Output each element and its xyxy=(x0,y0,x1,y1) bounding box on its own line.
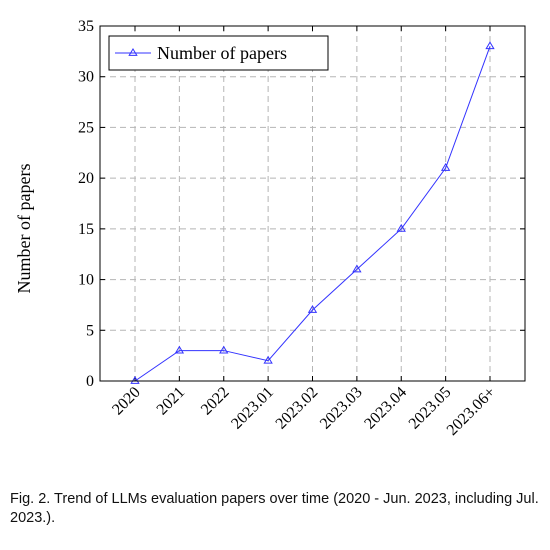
x-tick-label: 2023.04 xyxy=(361,384,410,433)
y-axis-ticks: 0 5 10 15 20 25 30 35 xyxy=(78,18,525,390)
y-tick-label: 5 xyxy=(86,322,94,339)
x-tick-label: 2020 xyxy=(109,384,144,419)
data-point-marker xyxy=(174,345,185,354)
data-point-marker xyxy=(352,264,362,273)
series-line xyxy=(134,46,491,382)
y-axis-title: Number of papers xyxy=(14,164,34,294)
data-point-marker xyxy=(219,345,229,354)
data-point-marker xyxy=(263,355,273,364)
x-tick-label: 2022 xyxy=(198,384,233,419)
data-point-marker xyxy=(307,305,318,313)
x-tick-label: 2023.02 xyxy=(273,384,322,433)
legend-label: Number of papers xyxy=(157,43,287,63)
data-point-marker xyxy=(485,41,495,50)
data-point-marker xyxy=(396,223,406,232)
legend: Number of papers xyxy=(108,35,329,71)
data-point-marker xyxy=(440,163,451,171)
data-point-marker xyxy=(130,376,140,384)
legend-triangle-marker xyxy=(128,48,138,56)
x-tick-label: 2021 xyxy=(154,384,189,419)
y-tick-label: 10 xyxy=(78,272,94,289)
y-tick-label: 15 xyxy=(78,221,94,238)
series-layer xyxy=(130,41,495,384)
x-tick-label: 2023.03 xyxy=(317,384,366,433)
x-axis-ticks: 2020 2021 20222023.012023.022023.032023.04… xyxy=(109,26,499,439)
figure-caption: Fig. 2. Trend of LLMs evaluation papers … xyxy=(10,491,539,526)
y-tick-label: 20 xyxy=(78,170,94,187)
y-tick-label: 0 xyxy=(86,373,94,390)
y-tick-label: 30 xyxy=(78,69,94,86)
y-tick-label: 25 xyxy=(78,119,94,136)
x-tick-label: 2023.06+ xyxy=(444,384,499,439)
x-tick-label: 2023.01 xyxy=(228,384,277,433)
y-tick-label: 35 xyxy=(78,18,94,35)
plot-frame xyxy=(99,25,526,382)
grid-lines xyxy=(100,25,525,382)
